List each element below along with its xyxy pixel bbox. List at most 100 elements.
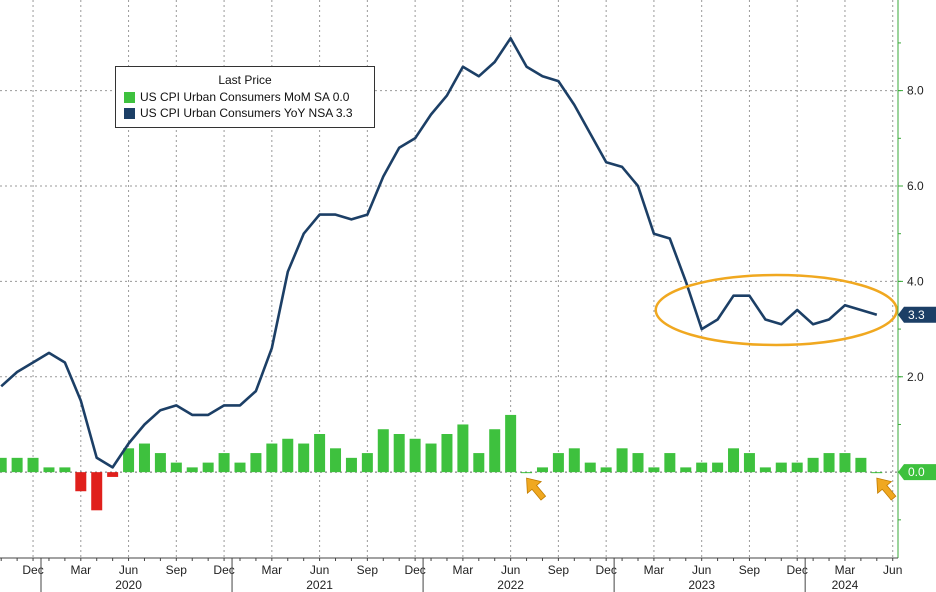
x-tick-label: Dec: [787, 563, 808, 577]
x-tick-label: Dec: [595, 563, 616, 577]
bar-mom: [11, 457, 23, 473]
bar-mom: [314, 434, 326, 473]
bar-mom: [0, 457, 7, 473]
bar-mom: [696, 462, 708, 473]
x-tick-label: Jun: [692, 563, 711, 577]
bar-mom: [393, 434, 405, 473]
x-tick-label: Mar: [835, 563, 856, 577]
bar-mom: [234, 462, 246, 473]
x-year-label: 2021: [306, 578, 333, 592]
bar-mom: [568, 448, 580, 473]
bar-mom: [425, 443, 437, 473]
bar-mom: [807, 457, 819, 473]
legend-swatch-mom: [124, 91, 135, 103]
bar-mom: [345, 457, 357, 473]
x-year-label: 2022: [497, 578, 524, 592]
bar-mom: [489, 429, 501, 473]
legend: Last Price US CPI Urban Consumers MoM SA…: [115, 66, 375, 128]
annotation-arrow-shape: [526, 477, 547, 501]
bar-mom: [218, 453, 230, 473]
bar-mom: [138, 443, 150, 473]
x-tick-label: Dec: [404, 563, 425, 577]
bar-mom: [521, 472, 533, 474]
x-year-label: 2020: [115, 578, 142, 592]
x-year-label: 2024: [832, 578, 859, 592]
bar-mom: [759, 467, 771, 473]
y-tick-label: 4.0: [907, 274, 924, 288]
bar-mom: [839, 453, 851, 473]
x-tick-label: Jun: [310, 563, 329, 577]
x-tick-label: Sep: [548, 563, 570, 577]
bar-mom: [505, 414, 517, 473]
x-tick-label: Jun: [501, 563, 520, 577]
bar-mom: [107, 472, 119, 477]
bar-mom: [377, 429, 389, 473]
x-tick-label: Sep: [739, 563, 761, 577]
legend-label-mom: US CPI Urban Consumers MoM SA 0.0: [140, 90, 350, 104]
legend-label-yoy: US CPI Urban Consumers YoY NSA 3.3: [140, 106, 353, 120]
annotation-arrow-shape: [876, 477, 897, 501]
bar-mom: [680, 467, 692, 473]
bar-mom: [536, 467, 548, 473]
x-tick-label: Mar: [644, 563, 665, 577]
line-yoy: [0, 36, 878, 469]
highlight-ellipse: [654, 273, 899, 347]
bar-mom: [712, 462, 724, 473]
bar-mom: [266, 443, 278, 473]
annotation-arrow: [526, 477, 547, 501]
bar-mom: [855, 457, 867, 473]
bar-mom: [186, 467, 198, 473]
bar-mom: [775, 462, 787, 473]
bar-mom: [552, 453, 564, 473]
bar-mom: [59, 467, 71, 473]
bar-mom: [361, 453, 373, 473]
legend-entry-yoy: US CPI Urban Consumers YoY NSA 3.3: [116, 105, 374, 121]
legend-swatch-yoy: [124, 107, 135, 119]
x-tick-label: Mar: [262, 563, 283, 577]
bar-mom: [791, 462, 803, 473]
bar-mom: [457, 424, 469, 473]
bar-mom: [43, 467, 55, 473]
x-tick-label: Dec: [213, 563, 234, 577]
bar-mom: [600, 467, 612, 473]
bar-mom: [441, 434, 453, 473]
bar-mom: [728, 448, 740, 473]
bar-mom: [743, 453, 755, 473]
bar-mom: [632, 453, 644, 473]
x-tick-label: Dec: [22, 563, 43, 577]
bar-mom: [584, 462, 596, 473]
bar-mom: [473, 453, 485, 473]
bar-mom: [250, 453, 262, 473]
bar-mom: [282, 438, 294, 473]
y-tick-label: 2.0: [907, 370, 924, 384]
bar-mom: [823, 453, 835, 473]
bar-mom: [871, 472, 883, 474]
bar-mom: [298, 443, 310, 473]
legend-entry-mom: US CPI Urban Consumers MoM SA 0.0: [116, 89, 374, 105]
bar-mom: [664, 453, 676, 473]
x-year-label: 2023: [688, 578, 715, 592]
bar-mom: [27, 457, 39, 473]
x-tick-label: Sep: [166, 563, 188, 577]
bar-mom: [123, 448, 135, 473]
x-tick-label: Jun: [119, 563, 138, 577]
last-value-label: 0.0: [908, 465, 925, 479]
bar-mom: [409, 438, 421, 473]
x-tick-label: Mar: [453, 563, 474, 577]
x-tick-label: Jun: [883, 563, 902, 577]
annotation-arrow: [876, 477, 897, 501]
x-tick-label: Mar: [70, 563, 91, 577]
bar-mom: [648, 467, 660, 473]
y-tick-label: 8.0: [907, 84, 924, 98]
legend-title: Last Price: [218, 73, 272, 87]
last-value-badge: [898, 306, 936, 323]
bar-mom: [154, 453, 166, 473]
bar-mom: [75, 472, 87, 492]
bar-mom: [202, 462, 214, 473]
bar-mom: [170, 462, 182, 473]
bar-mom: [616, 448, 628, 473]
last-value-badge: [898, 464, 936, 481]
bar-mom: [330, 448, 342, 473]
